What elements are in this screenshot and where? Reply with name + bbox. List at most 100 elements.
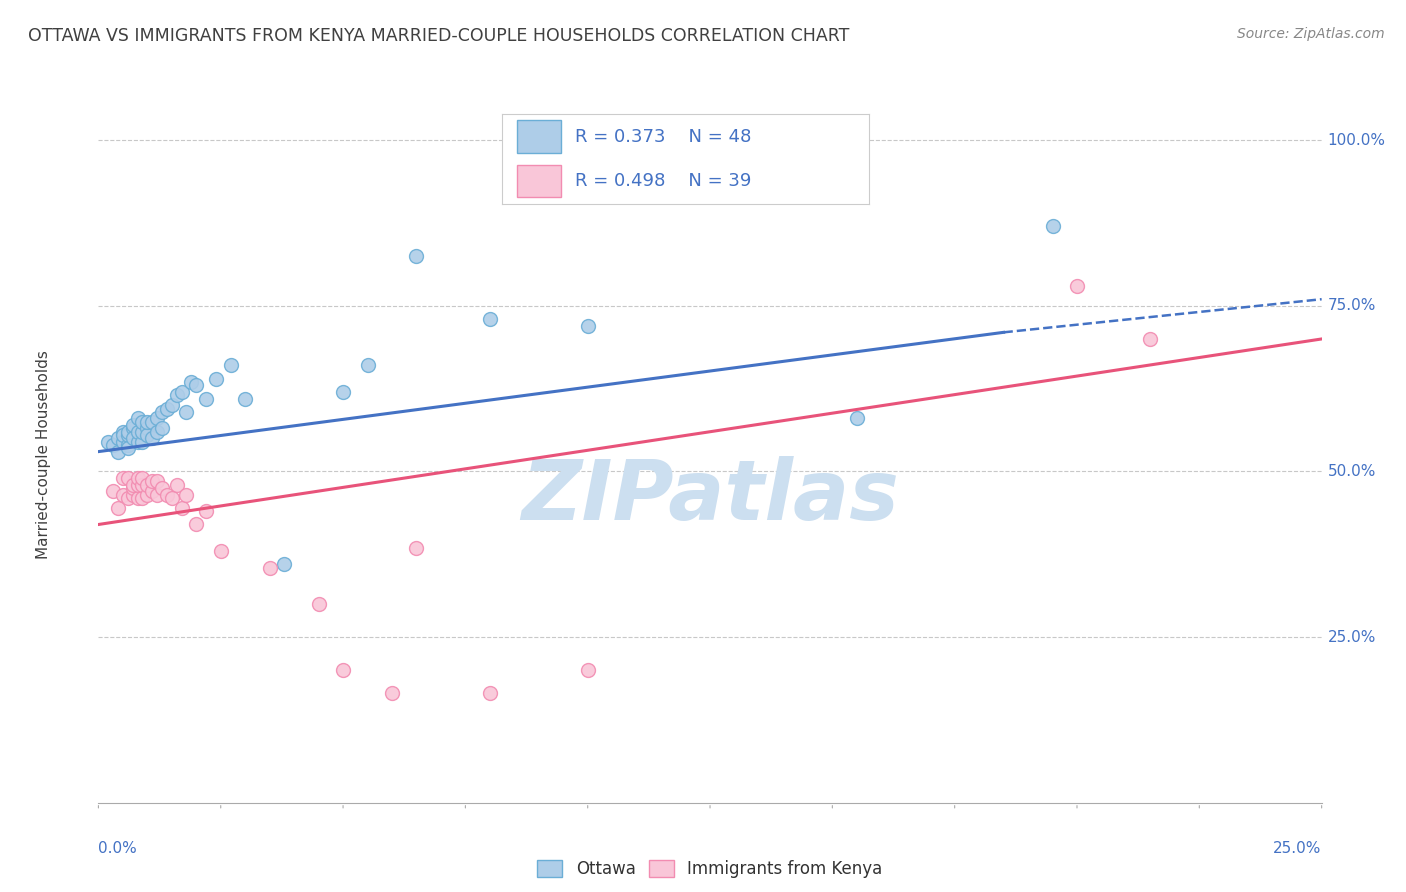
Point xyxy=(146,475,169,489)
Point xyxy=(156,401,179,416)
Text: R = 0.373    N = 48: R = 0.373 N = 48 xyxy=(575,128,752,146)
Point xyxy=(209,544,232,558)
Point xyxy=(186,517,208,532)
Point xyxy=(121,421,143,435)
Point xyxy=(127,477,149,491)
Point xyxy=(219,359,242,373)
Point xyxy=(166,388,188,402)
Point xyxy=(160,491,183,505)
Point xyxy=(117,471,139,485)
Point xyxy=(176,405,198,419)
Point xyxy=(117,428,139,442)
Text: 75.0%: 75.0% xyxy=(1327,298,1376,313)
Point xyxy=(576,318,599,333)
Point xyxy=(195,392,218,406)
Point xyxy=(146,488,169,502)
Point xyxy=(131,477,153,491)
Point xyxy=(117,425,139,439)
Bar xyxy=(517,165,561,197)
Point xyxy=(170,384,193,399)
Text: Married-couple Households: Married-couple Households xyxy=(37,351,51,559)
Point xyxy=(160,398,183,412)
Point xyxy=(107,500,129,515)
Text: 25.0%: 25.0% xyxy=(1327,630,1376,645)
Point xyxy=(111,425,134,439)
Point xyxy=(405,541,427,555)
Point xyxy=(107,431,129,445)
Point xyxy=(356,359,378,373)
Point xyxy=(845,411,868,425)
Point xyxy=(233,392,256,406)
Point xyxy=(1139,332,1161,346)
Point xyxy=(273,558,295,572)
Text: 25.0%: 25.0% xyxy=(1274,841,1322,856)
Point xyxy=(136,428,159,442)
Point xyxy=(405,249,427,263)
Point xyxy=(127,491,149,505)
Point xyxy=(121,477,143,491)
Legend: Ottawa, Immigrants from Kenya: Ottawa, Immigrants from Kenya xyxy=(531,854,889,885)
Bar xyxy=(517,120,561,153)
Point xyxy=(156,488,179,502)
Point xyxy=(117,442,139,456)
Point xyxy=(136,488,159,502)
Point xyxy=(146,425,169,439)
Point xyxy=(101,484,124,499)
Point xyxy=(121,431,143,445)
Point xyxy=(478,312,501,326)
Point xyxy=(136,415,159,429)
Point xyxy=(131,425,153,439)
Point xyxy=(176,488,198,502)
Point xyxy=(121,418,143,433)
Point xyxy=(1042,219,1064,234)
Point xyxy=(121,488,143,502)
Point xyxy=(141,484,163,499)
Point xyxy=(195,504,218,518)
Point xyxy=(381,686,404,700)
Point xyxy=(259,560,281,574)
Point xyxy=(121,481,143,495)
Point xyxy=(111,471,134,485)
Text: 50.0%: 50.0% xyxy=(1327,464,1376,479)
Point xyxy=(150,421,173,435)
Point xyxy=(332,663,354,677)
Point xyxy=(332,384,354,399)
Point xyxy=(141,431,163,445)
Point xyxy=(170,500,193,515)
Point xyxy=(146,411,169,425)
Point xyxy=(101,438,124,452)
Point xyxy=(131,491,153,505)
Text: Source: ZipAtlas.com: Source: ZipAtlas.com xyxy=(1237,27,1385,41)
Text: ZIPatlas: ZIPatlas xyxy=(522,456,898,537)
Point xyxy=(1066,279,1088,293)
Point xyxy=(111,434,134,449)
Point xyxy=(127,411,149,425)
Point xyxy=(576,663,599,677)
Point xyxy=(111,488,134,502)
Point xyxy=(131,415,153,429)
Point xyxy=(180,375,202,389)
Point xyxy=(308,597,330,611)
Point xyxy=(131,434,153,449)
Point xyxy=(136,421,159,435)
Text: 100.0%: 100.0% xyxy=(1327,133,1386,148)
Point xyxy=(205,372,228,386)
Point xyxy=(97,434,120,449)
Point xyxy=(150,405,173,419)
Point xyxy=(127,434,149,449)
Point xyxy=(117,491,139,505)
Point xyxy=(127,471,149,485)
Point xyxy=(131,471,153,485)
Point xyxy=(186,378,208,392)
Point xyxy=(117,438,139,452)
Point xyxy=(107,444,129,458)
Point xyxy=(136,477,159,491)
Point xyxy=(166,477,188,491)
Text: R = 0.498    N = 39: R = 0.498 N = 39 xyxy=(575,172,752,190)
Point xyxy=(150,481,173,495)
Point xyxy=(141,415,163,429)
Point xyxy=(127,425,149,439)
Text: OTTAWA VS IMMIGRANTS FROM KENYA MARRIED-COUPLE HOUSEHOLDS CORRELATION CHART: OTTAWA VS IMMIGRANTS FROM KENYA MARRIED-… xyxy=(28,27,849,45)
Point xyxy=(111,428,134,442)
Point xyxy=(141,475,163,489)
